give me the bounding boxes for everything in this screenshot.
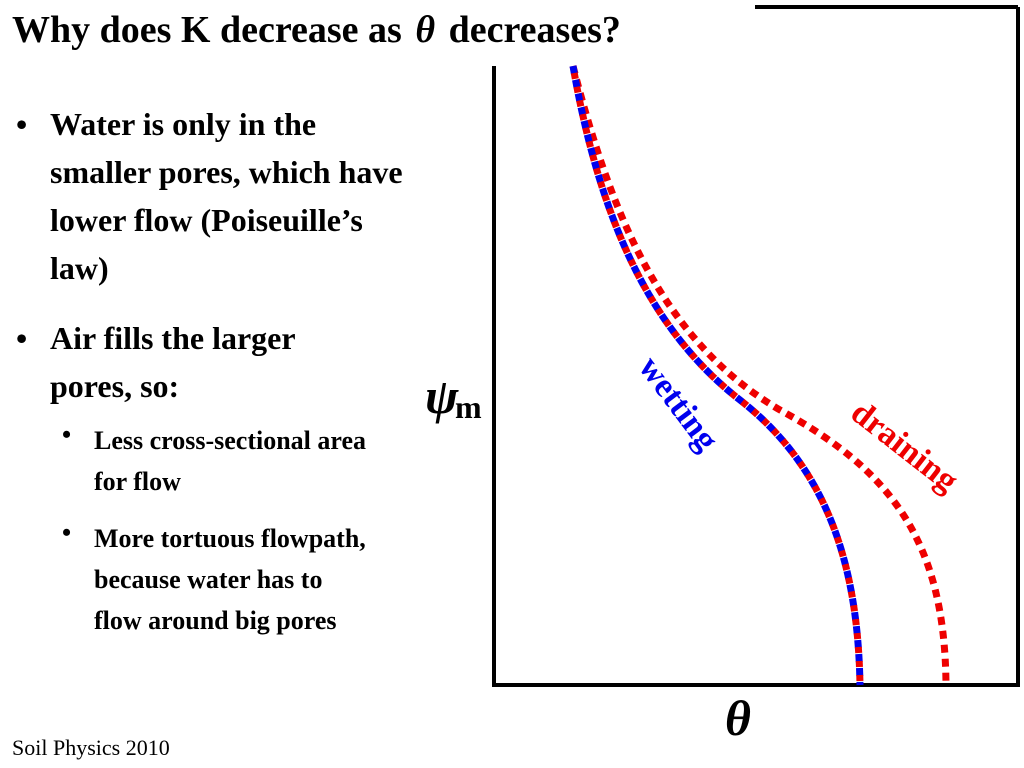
y-axis-subscript: m [455,389,482,425]
sub-bullet-text: Less cross-sectional area for flow [94,426,366,496]
wetting-label: wetting [631,350,725,458]
bullet-item: • Air fills the larger pores, so: [12,314,412,410]
bullet-list: • Water is only in the smaller pores, wh… [12,100,412,424]
bullet-item: • Water is only in the smaller pores, wh… [12,100,412,300]
theta-symbol: θ [415,9,436,51]
draining-label: draining [844,394,965,500]
footer-text: Soil Physics 2010 [12,735,170,760]
y-axis-psi-symbol: ψ [425,368,459,424]
sub-bullet-item: • Less cross-sectional area for flow [58,420,388,502]
slide-title: Why does K decrease as θ decreases? [12,9,621,52]
sub-bullet-marker: • [62,518,72,547]
bullet-text: Air fills the larger pores, so: [50,320,295,404]
sub-bullet-marker: • [62,420,72,449]
sub-bullet-item: • More tortuous flowpath, because water … [58,518,388,641]
bullet-marker: • [16,320,28,356]
sub-bullet-list: • Less cross-sectional area for flow • M… [58,420,388,657]
x-axis-theta-symbol: θ [725,690,751,746]
bullet-text: Water is only in the smaller pores, whic… [50,106,403,286]
sub-bullet-text: More tortuous flowpath, because water ha… [94,524,366,635]
draining-curve [569,65,950,686]
title-text-after: decreases? [448,9,621,51]
title-text-before: Why does K decrease as [12,9,402,51]
wetting-curve-red-overlay [569,65,864,686]
bullet-marker: • [16,106,28,142]
